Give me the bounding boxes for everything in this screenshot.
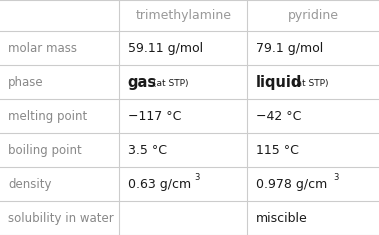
Text: density: density	[8, 178, 52, 191]
Text: 0.978 g/cm: 0.978 g/cm	[256, 178, 327, 191]
Text: solubility in water: solubility in water	[8, 212, 114, 225]
Text: (at STP): (at STP)	[153, 79, 189, 88]
Text: 0.63 g/cm: 0.63 g/cm	[128, 178, 191, 191]
Text: gas: gas	[128, 75, 157, 90]
Text: trimethylamine: trimethylamine	[135, 9, 232, 22]
Text: −42 °C: −42 °C	[256, 110, 301, 123]
Text: (at STP): (at STP)	[293, 79, 329, 88]
Text: miscible: miscible	[256, 212, 308, 225]
Text: phase: phase	[8, 76, 44, 89]
Text: 3.5 °C: 3.5 °C	[128, 144, 167, 157]
Text: boiling point: boiling point	[8, 144, 82, 157]
Text: 79.1 g/mol: 79.1 g/mol	[256, 42, 323, 55]
Text: 3: 3	[334, 173, 339, 182]
Text: pyridine: pyridine	[288, 9, 339, 22]
Text: 59.11 g/mol: 59.11 g/mol	[128, 42, 203, 55]
Text: liquid: liquid	[256, 75, 302, 90]
Text: melting point: melting point	[8, 110, 88, 123]
Text: 3: 3	[194, 173, 199, 182]
Text: −117 °C: −117 °C	[128, 110, 181, 123]
Text: molar mass: molar mass	[8, 42, 77, 55]
Text: 115 °C: 115 °C	[256, 144, 299, 157]
